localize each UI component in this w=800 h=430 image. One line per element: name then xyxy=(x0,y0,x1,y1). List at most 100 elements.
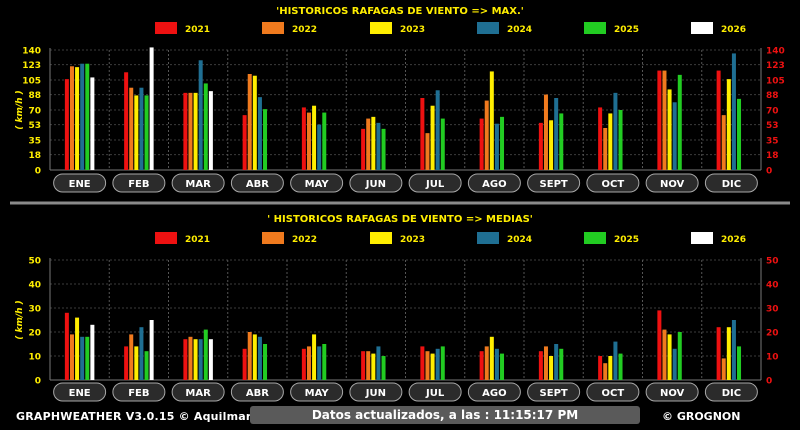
category-label: FEB xyxy=(128,388,149,399)
bar-2024-may xyxy=(317,346,322,380)
bar-2024-jul xyxy=(435,90,440,170)
legend-label: 2024 xyxy=(507,25,532,35)
bar-2025-jul xyxy=(440,346,445,380)
bar-2021-dic xyxy=(716,327,721,380)
bar-2021-mar xyxy=(183,339,188,380)
legend-swatch xyxy=(584,22,606,34)
legend-label: 2022 xyxy=(292,25,317,35)
bar-2025-ago xyxy=(500,353,505,380)
legend-label: 2023 xyxy=(400,25,425,35)
bar-2024-ago xyxy=(494,348,499,380)
bar-2021-abr xyxy=(242,115,247,170)
bar-2021-oct xyxy=(598,107,603,170)
y-tick-label-left: 53 xyxy=(28,121,41,131)
category-pill xyxy=(112,382,166,402)
bar-2024-oct xyxy=(613,92,618,170)
category-label: NOV xyxy=(660,179,685,190)
bar-2022-nov xyxy=(662,70,667,170)
bar-2024-ago xyxy=(494,123,499,170)
bar-2023-jun xyxy=(371,116,376,170)
category-label: MAY xyxy=(305,179,330,190)
legend-swatch xyxy=(691,232,713,244)
category-pill xyxy=(704,173,758,193)
bar-2024-nov xyxy=(672,102,677,170)
bar-2022-oct xyxy=(603,128,608,170)
y-tick-label-left: 70 xyxy=(28,107,41,117)
category-pill xyxy=(349,382,403,402)
category-label: MAY xyxy=(305,388,330,399)
bar-2021-jun xyxy=(361,351,366,380)
bar-2021-sept xyxy=(538,351,543,380)
bar-2024-sept xyxy=(554,98,559,170)
bar-2021-may xyxy=(301,348,306,380)
bar-2025-feb xyxy=(144,351,149,380)
y-tick-label-right: 30 xyxy=(766,305,779,315)
bar-2022-dic xyxy=(721,115,726,170)
bar-2022-ene xyxy=(69,66,74,170)
category-pill xyxy=(171,382,225,402)
category-label: NOV xyxy=(660,388,685,399)
bar-2024-jun xyxy=(376,122,381,170)
bar-2026-feb xyxy=(149,320,154,380)
y-tick-label-left: 40 xyxy=(28,281,41,291)
bar-2023-jun xyxy=(371,353,376,380)
bar-2021-ene xyxy=(64,79,69,170)
category-pill xyxy=(586,382,640,402)
category-pill xyxy=(527,382,581,402)
category-pill xyxy=(290,382,344,402)
y-tick-label-left: 140 xyxy=(22,47,41,57)
legend-swatch xyxy=(155,232,177,244)
category-pill xyxy=(349,173,403,193)
bar-2023-dic xyxy=(726,327,731,380)
bar-2021-oct xyxy=(598,356,603,380)
bar-2024-ene xyxy=(80,63,85,170)
bar-2022-ene xyxy=(69,334,74,380)
y-tick-label-right: 0 xyxy=(766,167,772,177)
y-axis-label: ( km/h ) xyxy=(15,90,25,130)
bar-2022-mar xyxy=(188,92,193,170)
legend-swatch xyxy=(691,22,713,34)
category-pill xyxy=(230,382,284,402)
chart-2: ' HISTORICOS RAFAGAS DE VIENTO => MEDIAS… xyxy=(15,214,779,402)
category-pill xyxy=(53,382,107,402)
category-pill xyxy=(408,382,462,402)
footer: GRAPHWEATHER V3.0.15 © Aquilmard Datos a… xyxy=(0,404,800,428)
bar-2021-dic xyxy=(716,70,721,170)
bar-2023-jul xyxy=(430,353,435,380)
category-pill xyxy=(467,382,521,402)
legend-swatch xyxy=(477,22,499,34)
bar-2024-oct xyxy=(613,341,618,380)
bar-2021-ene xyxy=(64,312,69,380)
bar-2022-oct xyxy=(603,363,608,380)
bar-2021-nov xyxy=(657,70,662,170)
category-pill xyxy=(645,382,699,402)
bar-2025-jun xyxy=(381,356,386,380)
bar-2022-abr xyxy=(247,332,252,380)
y-tick-label-right: 18 xyxy=(766,151,779,161)
bar-2022-jul xyxy=(425,351,430,380)
bar-2026-mar xyxy=(208,91,213,170)
y-tick-label-left: 50 xyxy=(28,257,41,267)
bar-2022-dic xyxy=(721,358,726,380)
bar-2026-mar xyxy=(208,339,213,380)
category-pill xyxy=(408,173,462,193)
bar-2025-mar xyxy=(203,83,208,170)
y-axis-label: ( km/h ) xyxy=(15,300,25,340)
bar-2026-feb xyxy=(149,47,154,170)
category-label: JUN xyxy=(365,388,386,399)
bar-2025-sept xyxy=(559,348,564,380)
bar-2023-ago xyxy=(489,71,494,170)
bar-2021-feb xyxy=(124,346,129,380)
bar-2025-oct xyxy=(618,110,623,170)
bar-2023-nov xyxy=(667,334,672,380)
y-tick-label-right: 88 xyxy=(766,91,779,101)
bar-2025-may xyxy=(322,344,327,380)
legend-label: 2026 xyxy=(721,235,746,245)
y-tick-label-right: 10 xyxy=(766,353,779,363)
bar-2024-sept xyxy=(554,344,559,380)
bar-2022-sept xyxy=(543,94,548,170)
bar-2024-abr xyxy=(257,336,262,380)
category-pill xyxy=(704,382,758,402)
legend-swatch xyxy=(155,22,177,34)
bar-2022-abr xyxy=(247,74,252,170)
